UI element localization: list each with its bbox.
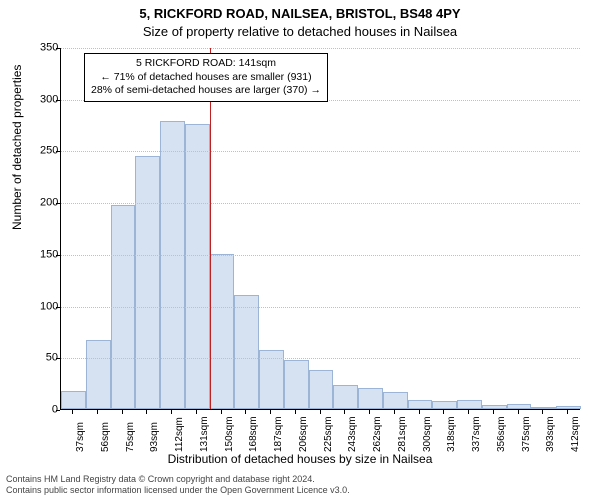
chart-title-main: 5, RICKFORD ROAD, NAILSEA, BRISTOL, BS48…	[0, 6, 600, 21]
x-tick-mark	[493, 410, 494, 414]
bars-layer	[61, 48, 580, 409]
x-tick-label: 281sqm	[397, 416, 408, 452]
x-tick-mark	[171, 410, 172, 414]
footer-attribution: Contains HM Land Registry data © Crown c…	[6, 474, 350, 496]
x-tick-label: 393sqm	[545, 416, 556, 452]
gridline	[61, 203, 580, 204]
histogram-bar	[86, 340, 111, 409]
x-tick-mark	[419, 410, 420, 414]
x-tick-label: 337sqm	[471, 416, 482, 452]
histogram-bar	[333, 385, 358, 409]
x-tick-mark	[369, 410, 370, 414]
gridline	[61, 307, 580, 308]
histogram-bar	[358, 388, 383, 409]
x-tick-label: 187sqm	[273, 416, 284, 452]
histogram-bar	[234, 295, 259, 409]
footer-line-2: Contains public sector information licen…	[6, 485, 350, 496]
x-tick-label: 56sqm	[100, 422, 111, 452]
x-tick-label: 243sqm	[347, 416, 358, 452]
x-tick-mark	[567, 410, 568, 414]
annotation-box: 5 RICKFORD ROAD: 141sqm ← 71% of detache…	[84, 53, 328, 102]
chart-title-sub: Size of property relative to detached ho…	[0, 24, 600, 39]
x-tick-mark	[518, 410, 519, 414]
histogram-bar	[135, 156, 160, 409]
histogram-bar	[284, 360, 309, 409]
annotation-line-1: 5 RICKFORD ROAD: 141sqm	[91, 57, 321, 71]
histogram-bar	[507, 404, 531, 409]
x-tick-label: 375sqm	[521, 416, 532, 452]
reference-marker	[210, 48, 211, 409]
x-tick-mark	[97, 410, 98, 414]
x-tick-label: 131sqm	[199, 416, 210, 452]
x-tick-mark	[344, 410, 345, 414]
histogram-bar	[160, 121, 185, 409]
y-axis-label: Number of detached properties	[10, 65, 24, 230]
x-tick-mark	[146, 410, 147, 414]
histogram-bar	[185, 124, 210, 409]
x-tick-mark	[295, 410, 296, 414]
x-tick-label: 112sqm	[174, 417, 185, 452]
x-tick-label: 318sqm	[446, 416, 457, 452]
x-tick-label: 150sqm	[224, 416, 235, 452]
x-tick-mark	[394, 410, 395, 414]
x-tick-label: 37sqm	[75, 422, 86, 452]
x-tick-mark	[542, 410, 543, 414]
x-tick-label: 412sqm	[570, 416, 581, 452]
x-tick-label: 356sqm	[496, 416, 507, 452]
y-tick-mark	[56, 410, 60, 411]
y-tick-mark	[56, 255, 60, 256]
chart-container: 5, RICKFORD ROAD, NAILSEA, BRISTOL, BS48…	[0, 0, 600, 500]
gridline	[61, 48, 580, 49]
x-tick-label: 300sqm	[422, 416, 433, 452]
histogram-bar	[432, 401, 457, 409]
gridline	[61, 358, 580, 359]
histogram-bar	[383, 392, 408, 409]
y-tick-mark	[56, 151, 60, 152]
x-tick-label: 168sqm	[248, 416, 259, 452]
x-tick-mark	[196, 410, 197, 414]
plot-area	[60, 48, 580, 410]
y-tick-mark	[56, 358, 60, 359]
y-tick-mark	[56, 307, 60, 308]
histogram-bar	[482, 405, 507, 409]
histogram-bar	[210, 254, 234, 409]
x-tick-mark	[72, 410, 73, 414]
x-tick-label: 262sqm	[372, 416, 383, 452]
x-tick-label: 225sqm	[323, 416, 334, 452]
annotation-line-2: ← 71% of detached houses are smaller (93…	[91, 71, 321, 85]
x-tick-mark	[122, 410, 123, 414]
histogram-bar	[531, 407, 556, 409]
histogram-bar	[309, 370, 333, 409]
x-tick-label: 75sqm	[125, 422, 136, 452]
x-tick-label: 206sqm	[298, 416, 309, 452]
gridline	[61, 255, 580, 256]
y-tick-mark	[56, 203, 60, 204]
y-tick-mark	[56, 48, 60, 49]
y-tick-mark	[56, 100, 60, 101]
annotation-line-3: 28% of semi-detached houses are larger (…	[91, 84, 321, 98]
x-tick-mark	[221, 410, 222, 414]
histogram-bar	[61, 391, 86, 409]
histogram-bar	[556, 406, 581, 409]
histogram-bar	[408, 400, 432, 409]
x-tick-mark	[443, 410, 444, 414]
x-tick-mark	[320, 410, 321, 414]
x-tick-label: 93sqm	[149, 422, 160, 452]
x-axis-label: Distribution of detached houses by size …	[0, 452, 600, 466]
x-tick-mark	[270, 410, 271, 414]
x-tick-mark	[468, 410, 469, 414]
histogram-bar	[457, 400, 482, 409]
gridline	[61, 151, 580, 152]
footer-line-1: Contains HM Land Registry data © Crown c…	[6, 474, 350, 485]
x-tick-mark	[245, 410, 246, 414]
